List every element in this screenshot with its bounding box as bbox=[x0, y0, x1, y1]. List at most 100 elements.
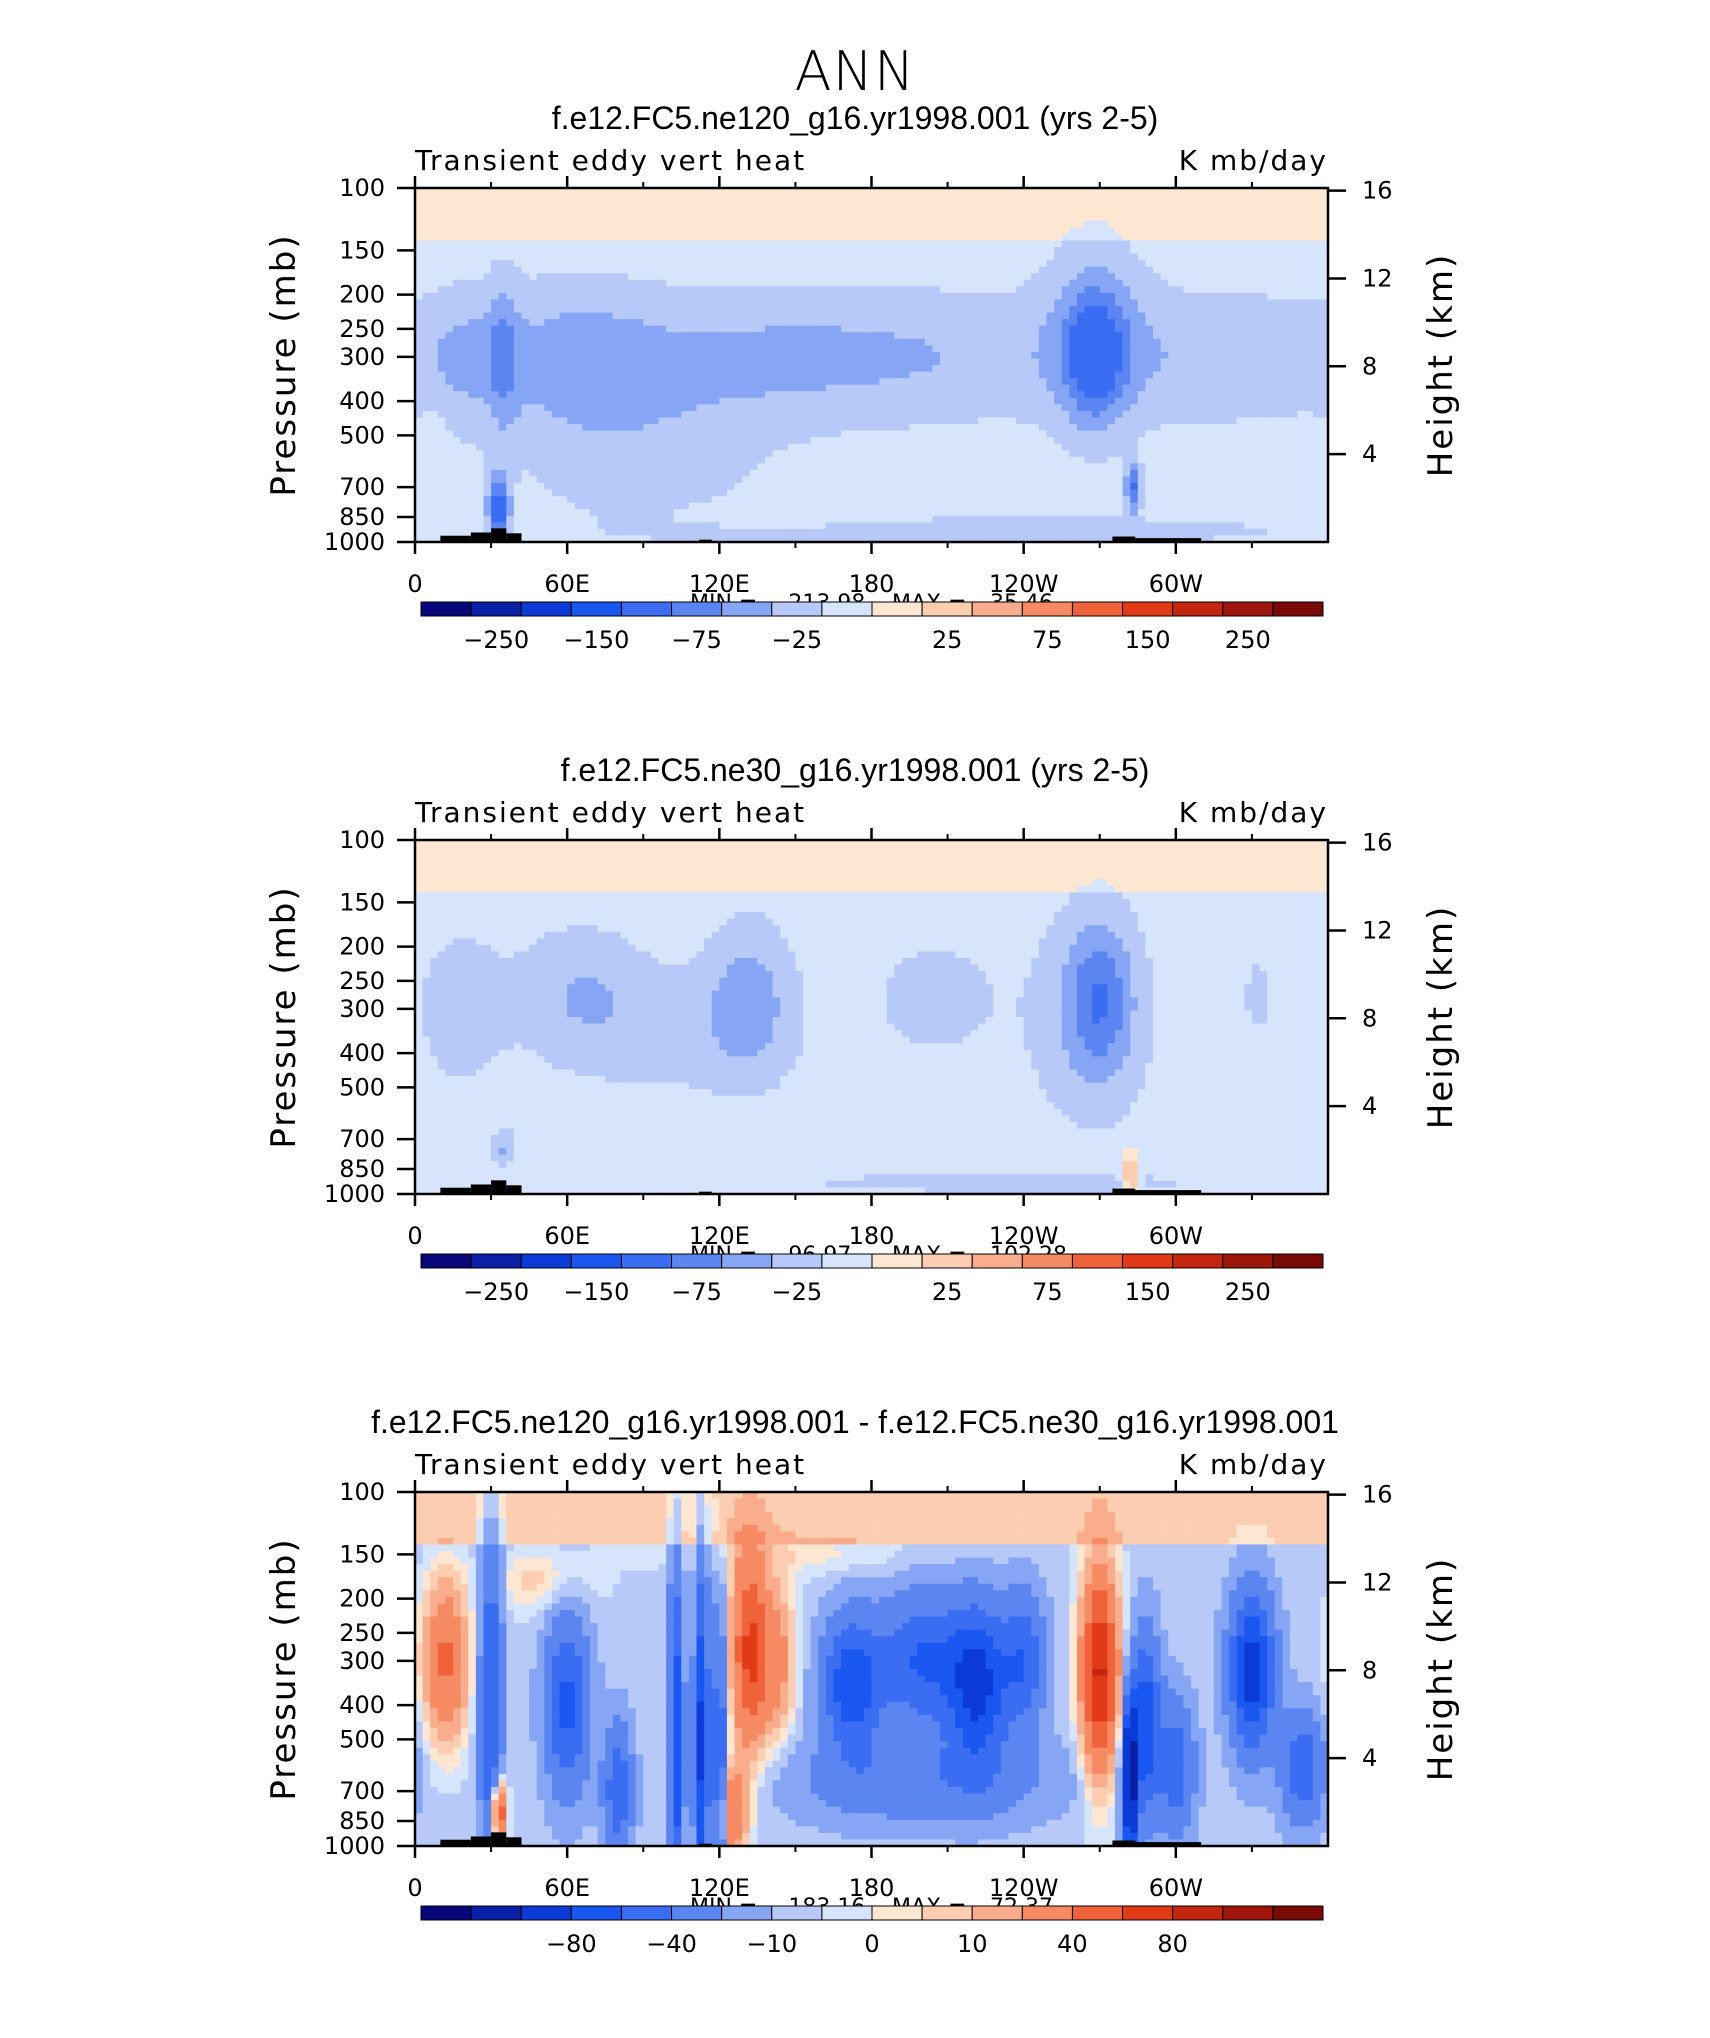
contour-cell bbox=[1168, 201, 1177, 209]
contour-cell bbox=[978, 207, 987, 215]
contour-cell bbox=[1168, 325, 1177, 333]
contour-cell bbox=[1312, 410, 1321, 419]
contour-cell bbox=[1046, 299, 1055, 307]
contour-cell bbox=[1221, 384, 1230, 392]
contour-cell bbox=[437, 424, 447, 432]
contour-cell bbox=[1191, 450, 1200, 458]
contour-cell bbox=[521, 227, 530, 235]
contour-cell bbox=[795, 233, 804, 242]
contour-cell bbox=[704, 214, 713, 222]
contour-cell bbox=[886, 358, 895, 366]
contour-cell bbox=[1031, 371, 1040, 379]
contour-cell bbox=[1153, 299, 1162, 307]
contour-cell bbox=[780, 437, 789, 445]
contour-cell bbox=[1236, 371, 1245, 379]
contour-cell bbox=[1076, 384, 1086, 392]
contour-cell bbox=[810, 443, 819, 451]
contour-cell bbox=[947, 424, 956, 432]
contour-cell bbox=[491, 391, 500, 399]
contour-cell bbox=[673, 437, 682, 445]
contour-cell bbox=[1213, 253, 1223, 261]
contour-cell bbox=[886, 253, 895, 261]
contour-cell bbox=[650, 240, 660, 248]
contour-cell bbox=[544, 384, 553, 392]
contour-cell bbox=[749, 345, 758, 353]
contour-cell bbox=[666, 312, 675, 320]
contour-cell bbox=[643, 456, 652, 464]
contour-cell bbox=[582, 273, 591, 281]
contour-cell bbox=[1031, 240, 1040, 248]
contour-cell bbox=[567, 220, 576, 228]
contour-cell bbox=[1183, 240, 1192, 248]
contour-cell bbox=[506, 207, 515, 215]
contour-cell bbox=[772, 188, 781, 196]
contour-cell bbox=[483, 437, 492, 445]
contour-cell bbox=[1107, 273, 1116, 281]
contour-cell bbox=[1251, 325, 1261, 333]
contour-cell bbox=[628, 319, 637, 327]
contour-cell bbox=[1168, 338, 1177, 346]
contour-cell bbox=[909, 450, 918, 458]
contour-cell bbox=[658, 378, 667, 386]
contour-cell bbox=[1122, 351, 1131, 360]
contour-cell bbox=[483, 279, 492, 287]
contour-cell bbox=[1251, 299, 1261, 307]
contour-cell bbox=[726, 188, 736, 196]
contour-cell bbox=[681, 227, 690, 235]
contour-cell bbox=[993, 266, 1002, 274]
contour-cell bbox=[742, 227, 751, 235]
contour-cell bbox=[1137, 299, 1146, 307]
contour-cell bbox=[460, 207, 469, 215]
contour-cell bbox=[635, 188, 644, 196]
contour-cell bbox=[803, 325, 812, 333]
contour-cell bbox=[460, 279, 469, 287]
contour-cell bbox=[704, 338, 713, 346]
contour-cell bbox=[544, 319, 553, 327]
contour-cell bbox=[1259, 384, 1268, 392]
contour-cell bbox=[1206, 260, 1215, 268]
contour-cell bbox=[453, 417, 462, 425]
contour-cell bbox=[529, 456, 538, 464]
contour-cell bbox=[1038, 417, 1048, 425]
contour-cell bbox=[483, 365, 492, 373]
contour-cell bbox=[430, 260, 439, 268]
contour-cell bbox=[559, 220, 568, 228]
contour-cell bbox=[764, 292, 774, 301]
contour-cell bbox=[833, 437, 842, 445]
contour-cell bbox=[939, 188, 949, 196]
contour-cell bbox=[780, 358, 789, 366]
contour-cell bbox=[1305, 325, 1314, 333]
contour-cell bbox=[589, 240, 599, 248]
contour-cell bbox=[681, 430, 690, 438]
contour-cell bbox=[1122, 292, 1131, 301]
contour-cell bbox=[901, 351, 911, 360]
contour-cell bbox=[726, 319, 736, 327]
contour-cell bbox=[886, 306, 895, 314]
contour-cell bbox=[529, 279, 538, 287]
contour-cell bbox=[1130, 220, 1139, 228]
contour-cell bbox=[1137, 384, 1146, 392]
contour-cell bbox=[886, 391, 895, 399]
contour-cell bbox=[513, 292, 523, 301]
contour-cell bbox=[947, 201, 956, 209]
contour-cell bbox=[696, 312, 705, 320]
contour-cell bbox=[871, 279, 880, 287]
contour-cell bbox=[1221, 319, 1230, 327]
contour-cell bbox=[1168, 404, 1177, 412]
contour-cell bbox=[863, 319, 873, 327]
contour-cell bbox=[1259, 410, 1268, 419]
contour-cell bbox=[483, 430, 492, 438]
contour-cell bbox=[894, 227, 903, 235]
contour-cell bbox=[1099, 424, 1108, 432]
contour-cell bbox=[978, 443, 987, 451]
contour-cell bbox=[1153, 292, 1162, 301]
contour-cell bbox=[574, 240, 583, 248]
contour-cell bbox=[1289, 430, 1299, 438]
contour-cell bbox=[1175, 227, 1185, 235]
contour-cell bbox=[886, 450, 895, 458]
contour-cell bbox=[894, 214, 903, 222]
contour-cell bbox=[962, 188, 972, 196]
contour-cell bbox=[871, 319, 880, 327]
contour-cell bbox=[544, 312, 553, 320]
contour-cell bbox=[894, 358, 903, 366]
